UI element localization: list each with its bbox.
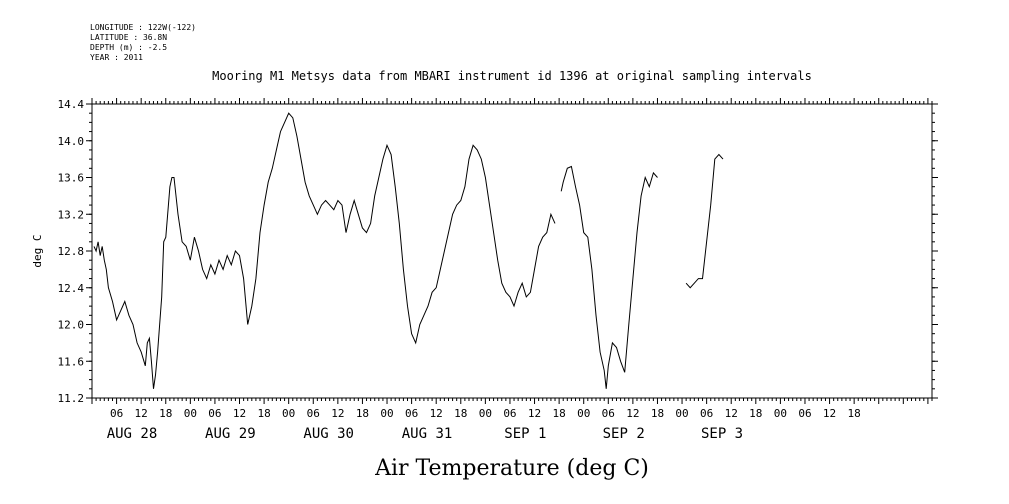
longitude-label: LONGITUDE : 122W(-122) — [90, 23, 196, 32]
day-labels: AUG 28 AUG 29 AUG 30 AUG 31 SEP 1 SEP 2 SEP 3 — [107, 426, 743, 442]
x-axis-label: Air Temperature (deg C) — [374, 456, 649, 481]
chart-title: Mooring M1 Metsys data from MBARI instru… — [212, 69, 812, 83]
day-label: SEP 3 — [701, 426, 743, 442]
depth-label: DEPTH (m) : -2.5 — [90, 43, 167, 52]
year-label: YEAR : 2011 — [90, 53, 143, 62]
x-tick-label: 06 — [110, 407, 123, 420]
x-tick-label: 12 — [725, 407, 738, 420]
x-tick-label: 18 — [356, 407, 369, 420]
x-tick-label: 12 — [823, 407, 836, 420]
day-label: AUG 30 — [303, 426, 354, 442]
x-tick-label: 12 — [331, 407, 344, 420]
x-tick-label: 06 — [405, 407, 418, 420]
series-line — [93, 112, 556, 389]
x-tick-label: 18 — [454, 407, 467, 420]
x-tick-label: 18 — [749, 407, 762, 420]
x-tick-label: 00 — [675, 407, 688, 420]
x-tick-label: 12 — [430, 407, 443, 420]
x-tick-label: 12 — [626, 407, 639, 420]
y-tick-label: 14.0 — [58, 135, 85, 148]
y-tick-label: 11.2 — [58, 392, 85, 405]
series-line — [685, 153, 724, 289]
series-line — [560, 165, 658, 389]
x-tick-label: 06 — [798, 407, 811, 420]
y-tick-label: 12.8 — [58, 245, 85, 258]
x-tick-label: 00 — [184, 407, 197, 420]
x-axis: 06 12 18 00 06 12 18 00 06 12 18 00 06 12 18 00 06 12 18 00… — [91, 98, 933, 420]
x-tick-label: 18 — [257, 407, 270, 420]
y-tick-label: 13.2 — [58, 208, 85, 221]
day-label: AUG 28 — [107, 426, 158, 442]
x-tick-label: 06 — [602, 407, 615, 420]
temperature-series — [93, 112, 724, 389]
x-tick-label: 18 — [651, 407, 664, 420]
latitude-label: LATITUDE : 36.8N — [90, 33, 167, 42]
y-tick-label: 13.6 — [58, 172, 85, 185]
plot-frame — [91, 103, 933, 399]
y-tick-label: 14.4 — [58, 98, 85, 111]
x-tick-label: 12 — [233, 407, 246, 420]
day-label: AUG 29 — [205, 426, 256, 442]
x-tick-label: 06 — [700, 407, 713, 420]
x-tick-label: 00 — [774, 407, 787, 420]
day-label: AUG 31 — [402, 426, 453, 442]
day-label: SEP 1 — [504, 426, 546, 442]
x-tick-label: 18 — [848, 407, 861, 420]
y-tick-label: 11.6 — [58, 355, 85, 368]
x-tick-label: 06 — [503, 407, 516, 420]
y-tick-label: 12.0 — [58, 319, 85, 332]
x-tick-label: 00 — [282, 407, 295, 420]
x-tick-label: 00 — [380, 407, 393, 420]
x-tick-label: 18 — [552, 407, 565, 420]
x-tick-label: 18 — [159, 407, 172, 420]
x-tick-label: 00 — [479, 407, 492, 420]
x-tick-label: 12 — [135, 407, 148, 420]
y-tick-label: 12.4 — [58, 282, 85, 295]
x-tick-label: 00 — [577, 407, 590, 420]
x-tick-label: 06 — [208, 407, 221, 420]
y-axis: 11.2 11.6 12.0 12.4 12.8 13.2 13.6 14.0 14.4 — [58, 98, 938, 405]
day-label: SEP 2 — [603, 426, 645, 442]
x-tick-label: 12 — [528, 407, 541, 420]
y-axis-label: deg C — [31, 234, 44, 267]
x-tick-label: 06 — [307, 407, 320, 420]
